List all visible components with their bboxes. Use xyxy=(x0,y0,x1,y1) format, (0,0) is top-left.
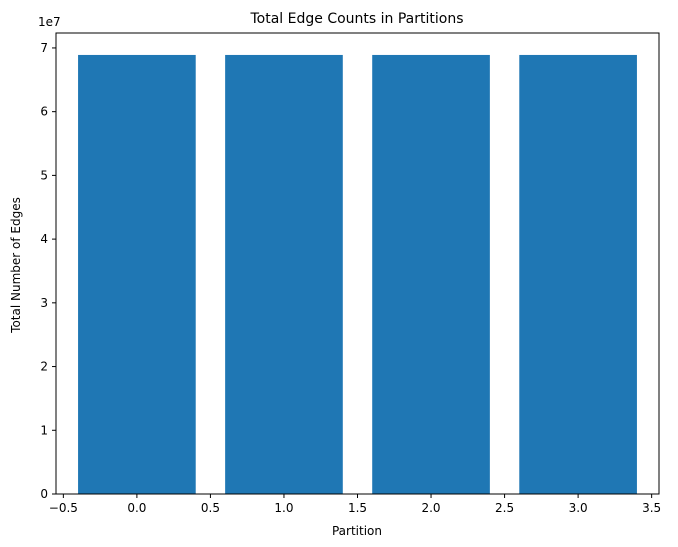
y-tick-label: 3 xyxy=(40,296,48,310)
y-tick-label: 7 xyxy=(40,41,48,55)
bar-partition-0 xyxy=(78,54,196,494)
x-tick-label: 3.0 xyxy=(569,501,588,515)
y-scale-label: 1e7 xyxy=(38,15,61,29)
bar-partition-2 xyxy=(372,54,490,494)
x-axis-ticks: −0.5 0.0 0.5 1.0 1.5 2.0 2.5 3.0 3.5 xyxy=(49,494,661,515)
y-tick-label: 2 xyxy=(40,360,48,374)
x-tick-label: 1.5 xyxy=(348,501,367,515)
y-tick-label: 1 xyxy=(40,423,48,437)
bar-partition-3 xyxy=(519,54,637,494)
y-tick-label: 0 xyxy=(40,487,48,501)
bar-partition-1 xyxy=(225,54,343,494)
y-tick-label: 6 xyxy=(40,105,48,119)
y-axis-label: Total Number of Edges xyxy=(9,197,23,334)
y-tick-label: 5 xyxy=(40,168,48,182)
x-tick-label: −0.5 xyxy=(49,501,78,515)
y-axis-ticks: 0 1 2 3 4 5 6 7 xyxy=(40,41,56,501)
plot-frame xyxy=(55,32,660,495)
x-tick-label: 0.5 xyxy=(201,501,220,515)
x-tick-label: 3.5 xyxy=(642,501,661,515)
x-tick-label: 0.0 xyxy=(127,501,146,515)
x-axis-label: Partition xyxy=(332,524,382,538)
x-tick-label: 1.0 xyxy=(274,501,293,515)
x-tick-label: 2.0 xyxy=(421,501,440,515)
y-tick-label: 4 xyxy=(40,232,48,246)
chart-title: Total Edge Counts in Partitions xyxy=(249,11,463,27)
bars-group xyxy=(78,54,637,494)
x-tick-label: 2.5 xyxy=(495,501,514,515)
